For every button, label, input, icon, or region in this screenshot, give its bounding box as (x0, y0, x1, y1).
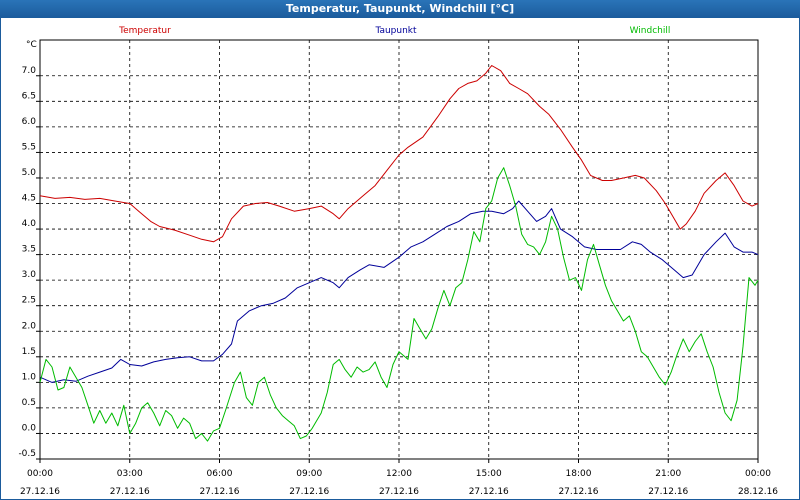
x-tick-label-time: 06:00 (207, 469, 233, 479)
x-tick-label-date: 27.12.16 (648, 487, 688, 497)
legend-entry: Taupunkt (374, 26, 417, 36)
y-tick-label: 1.5 (22, 347, 36, 357)
y-tick-label: 2.0 (22, 321, 37, 331)
x-tick-label-date: 27.12.16 (199, 487, 239, 497)
y-tick-label: -0.5 (18, 449, 36, 459)
y-axis-label: °C (26, 40, 37, 50)
series-line-windchill (39, 167, 759, 442)
x-tick-label-date: 27.12.16 (558, 487, 598, 497)
x-tick-label-time: 00:00 (745, 469, 771, 479)
y-tick-label: 6.0 (22, 117, 37, 127)
chart-title-bar: Temperatur, Taupunkt, Windchill [°C] (0, 0, 800, 18)
x-tick-label-date: 27.12.16 (469, 487, 509, 497)
y-tick-label: 4.0 (22, 219, 37, 229)
x-tick-label-date: 27.12.16 (379, 487, 419, 497)
x-tick-label-time: 09:00 (296, 469, 322, 479)
x-tick-label-time: 12:00 (386, 469, 412, 479)
y-tick-label: 5.5 (22, 142, 36, 152)
x-tick-label-time: 15:00 (476, 469, 502, 479)
y-tick-label: 7.0 (22, 66, 37, 76)
legend-entry: Temperatur (118, 26, 171, 36)
x-tick-label-time: 00:00 (27, 469, 53, 479)
y-tick-label: 3.0 (22, 270, 37, 280)
x-tick-label-date: 27.12.16 (110, 487, 150, 497)
y-tick-label: 3.5 (22, 245, 36, 255)
x-tick-label-time: 03:00 (117, 469, 143, 479)
y-tick-label: 2.5 (22, 296, 36, 306)
y-tick-label: 6.5 (22, 91, 36, 101)
x-tick-label-date: 28.12.16 (738, 487, 778, 497)
legend-entry: Windchill (630, 26, 671, 36)
y-tick-label: 0.0 (22, 423, 37, 433)
x-tick-label-date: 27.12.16 (20, 487, 60, 497)
series-line-temperatur (39, 65, 759, 243)
y-tick-label: 5.0 (22, 168, 37, 178)
x-tick-label-time: 18:00 (566, 469, 592, 479)
x-tick-label-date: 27.12.16 (289, 487, 329, 497)
y-tick-label: 1.0 (22, 372, 37, 382)
y-tick-label: 0.5 (22, 398, 36, 408)
x-tick-label-time: 21:00 (655, 469, 681, 479)
y-tick-label: 4.5 (22, 194, 36, 204)
series-line-taupunkt (39, 200, 759, 383)
chart-title: Temperatur, Taupunkt, Windchill [°C] (285, 2, 515, 15)
